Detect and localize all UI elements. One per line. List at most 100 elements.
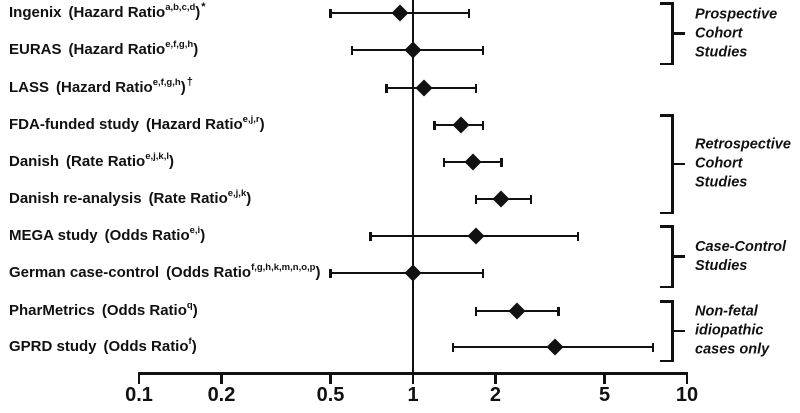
study-measure: (Odds Ratiof) — [103, 336, 197, 355]
ci-cap-left — [474, 306, 478, 316]
group-bracket-bottom-arm — [660, 62, 674, 65]
group-label: Retrospective Cohort Studies — [695, 136, 799, 193]
point-estimate-diamond — [404, 264, 422, 282]
study-measure: (Odds Ratiof,g,h,k,m,n,o,p) — [166, 262, 321, 281]
study-measure: (Odds Ratioe,i) — [104, 225, 206, 244]
group-bracket-mid-tick — [671, 329, 685, 333]
study-name: Danish — [9, 153, 60, 170]
study-footnotes: e,f,g,h — [165, 39, 194, 50]
group-label-line: idiopathic — [695, 322, 764, 339]
group-bracket-top-arm — [660, 114, 674, 117]
group-bracket-mid-tick — [671, 255, 685, 258]
group-label-line: Non-fetal — [695, 303, 758, 320]
x-axis-tick — [220, 372, 223, 384]
study-label: MEGA study (Odds Ratioe,i) — [9, 226, 205, 246]
point-estimate-diamond — [415, 79, 433, 97]
ci-cap-right — [467, 8, 471, 18]
study-label: Danish (Rate Ratioe,j,k,l) — [9, 152, 174, 172]
study-measure: (Hazard Ratioe,j,r) — [145, 114, 265, 133]
group-label: Non-fetal idiopathic cases only — [695, 303, 799, 360]
study-name: GPRD study — [9, 338, 97, 355]
study-label: Danish re-analysis (Rate Ratioe,j,k) — [9, 189, 251, 209]
ci-cap-right — [651, 342, 655, 352]
study-footnotes: e,i — [189, 225, 201, 236]
study-measure: (Odds Ratioq) — [101, 300, 198, 319]
group-label-line: Studies — [695, 257, 748, 274]
study-suffix-mark: † — [186, 76, 193, 88]
x-axis-tick-label: 0.5 — [316, 384, 345, 406]
ci-cap-left — [329, 8, 332, 18]
study-name: Danish re-analysis — [9, 190, 142, 207]
group-label-line: Studies — [695, 174, 748, 191]
study-name: EURAS — [9, 41, 62, 58]
study-label: EURAS (Hazard Ratioe,f,g,h) — [9, 40, 198, 60]
ci-cap-left — [350, 45, 354, 55]
study-measure: (Rate Ratioe,j,k,l) — [66, 151, 174, 170]
point-estimate-diamond — [546, 338, 564, 356]
study-label: German case-control (Odds Ratiof,g,h,k,m,… — [9, 263, 320, 283]
point-estimate-diamond — [508, 302, 526, 320]
x-axis-tick — [603, 372, 606, 384]
study-footnotes: a,b,c,d — [165, 2, 196, 13]
ci-cap-left — [385, 83, 388, 93]
x-axis-tick-label: 1 — [407, 384, 419, 406]
group-label-line: Cohort — [695, 25, 743, 41]
reference-line-at-1 — [411, 0, 415, 374]
point-estimate-diamond — [467, 227, 485, 245]
group-bracket-mid-tick — [671, 32, 685, 35]
group-label-line: Prospective — [695, 6, 778, 22]
ci-cap-left — [474, 194, 478, 204]
group-bracket-mid-tick — [671, 162, 685, 166]
study-label: FDA-funded study (Hazard Ratioe,j,r) — [9, 115, 265, 135]
group-label: Prospective Cohort Studies — [695, 5, 799, 62]
point-estimate-diamond — [492, 190, 510, 208]
x-axis-tick — [329, 372, 332, 384]
x-axis-tick-label: 5 — [598, 384, 611, 406]
point-estimate-diamond — [391, 4, 409, 22]
group-label-line: Studies — [695, 44, 748, 60]
study-footnotes: f — [188, 336, 192, 347]
study-name: MEGA study — [9, 227, 98, 244]
study-footnotes: q — [186, 300, 193, 311]
study-measure: (Rate Ratioe,j,k) — [148, 188, 252, 207]
study-name: PharMetrics — [9, 302, 95, 319]
group-label-line: Case-Control — [695, 238, 787, 255]
group-bracket-top-arm — [660, 225, 674, 228]
study-footnotes: f,g,h,k,m,n,o,p — [251, 262, 316, 273]
x-axis-tick-label: 0.2 — [207, 384, 236, 406]
study-measure: (Hazard Ratioa,b,c,d) — [68, 2, 201, 21]
ci-cap-right — [481, 268, 485, 278]
ci-cap-right — [500, 157, 503, 167]
study-name: FDA-funded study — [9, 116, 139, 133]
study-label: GPRD study (Odds Ratiof) — [9, 337, 197, 357]
study-footnotes: e,j,k,l — [145, 151, 169, 162]
study-measure: (Hazard Ratioe,f,g,h) — [56, 77, 186, 96]
x-axis-tick — [685, 372, 689, 384]
ci-cap-left — [442, 157, 446, 167]
study-name: German case-control — [9, 264, 160, 281]
point-estimate-diamond — [464, 153, 482, 171]
study-name: Ingenix — [9, 4, 62, 21]
group-bracket-top-arm — [660, 2, 674, 5]
study-name: LASS — [9, 79, 50, 96]
group-label-line: Retrospective — [695, 136, 791, 153]
ci-cap-left — [433, 120, 436, 130]
ci-cap-left — [329, 268, 332, 278]
group-bracket-bottom-arm — [660, 211, 674, 214]
ci-cap-right — [557, 306, 560, 316]
group-bracket-bottom-arm — [660, 285, 674, 288]
study-footnotes: e,j,r — [242, 114, 260, 125]
group-label: Case-Control Studies — [695, 238, 799, 276]
group-bracket-bottom-arm — [660, 359, 674, 362]
x-axis-tick — [494, 372, 497, 384]
x-axis-tick — [137, 372, 141, 384]
group-label-line: cases only — [695, 341, 770, 358]
study-label: LASS (Hazard Ratioe,f,g,h)† — [9, 76, 193, 98]
study-measure: (Hazard Ratioe,f,g,h) — [68, 39, 199, 58]
study-label: PharMetrics (Odds Ratioq) — [9, 301, 198, 321]
study-footnotes: e,j,k — [227, 188, 247, 199]
ci-cap-right — [529, 194, 533, 204]
ci-cap-left — [369, 231, 372, 241]
x-axis-tick-label: 0.1 — [125, 384, 153, 406]
x-axis-tick-label: 2 — [489, 384, 502, 406]
